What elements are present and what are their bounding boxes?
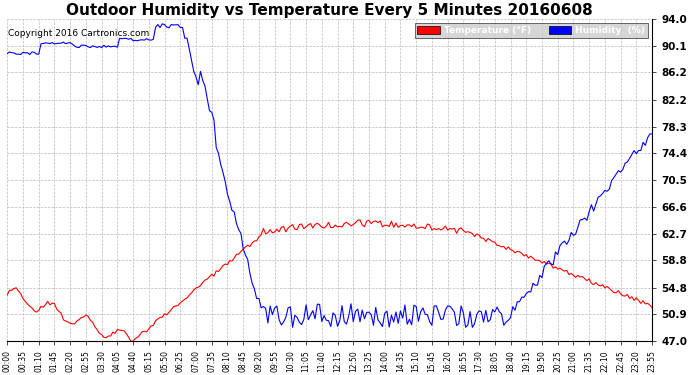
Title: Outdoor Humidity vs Temperature Every 5 Minutes 20160608: Outdoor Humidity vs Temperature Every 5 … xyxy=(66,3,593,18)
Text: Copyright 2016 Cartronics.com: Copyright 2016 Cartronics.com xyxy=(8,28,149,38)
Legend: Temperature (°F), Humidity  (%): Temperature (°F), Humidity (%) xyxy=(415,24,647,38)
